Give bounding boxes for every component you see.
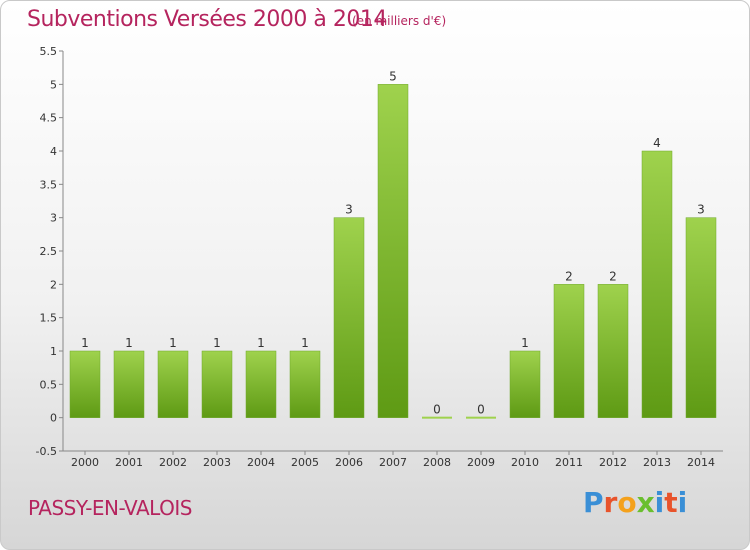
logo-letter: i <box>677 486 688 519</box>
x-tick-label: 2004 <box>247 456 275 469</box>
data-label: 2 <box>565 269 573 283</box>
y-tick-label: 5.5 <box>40 45 58 58</box>
place-name: PASSY-EN-VALOIS <box>28 496 192 520</box>
logo-letter: t <box>664 486 678 519</box>
bar <box>685 217 717 418</box>
y-tick-label: -0.5 <box>36 445 57 458</box>
y-tick-label: 5 <box>50 78 57 91</box>
data-label: 1 <box>169 336 177 350</box>
bar <box>157 350 189 418</box>
y-tick-label: 3.5 <box>40 178 58 191</box>
x-tick-label: 2006 <box>335 456 363 469</box>
y-tick-label: 3 <box>50 212 57 225</box>
x-tick-label: 2003 <box>203 456 231 469</box>
bar <box>245 350 277 418</box>
chart-title: Subventions Versées 2000 à 2014 <box>27 7 387 32</box>
y-tick-label: 4.5 <box>40 112 58 125</box>
bar <box>641 150 673 418</box>
x-tick-label: 2001 <box>115 456 143 469</box>
x-tick-label: 2013 <box>643 456 671 469</box>
x-tick-label: 2008 <box>423 456 451 469</box>
bar <box>597 284 629 418</box>
logo-letter: i <box>654 486 665 519</box>
logo-letter: o <box>617 486 637 519</box>
data-label: 0 <box>477 403 485 417</box>
x-tick-label: 2011 <box>555 456 583 469</box>
bar <box>553 284 585 418</box>
y-tick-label: 2.5 <box>40 245 58 258</box>
data-label: 1 <box>125 336 133 350</box>
chart-subtitle: (en milliers d'€) <box>352 14 447 28</box>
y-tick-label: 0.5 <box>40 378 58 391</box>
data-label: 5 <box>389 69 397 83</box>
bar <box>113 350 145 418</box>
y-tick-label: 1 <box>50 345 57 358</box>
x-tick-label: 2009 <box>467 456 495 469</box>
logo-letter: r <box>603 486 618 519</box>
data-label: 2 <box>609 269 617 283</box>
x-tick-label: 2014 <box>687 456 715 469</box>
bar <box>509 350 541 418</box>
x-tick-label: 2000 <box>71 456 99 469</box>
y-tick-label: 4 <box>50 145 57 158</box>
x-tick-label: 2007 <box>379 456 407 469</box>
x-tick-label: 2002 <box>159 456 187 469</box>
x-tick-label: 2010 <box>511 456 539 469</box>
bar <box>422 416 452 419</box>
data-label: 3 <box>345 203 353 217</box>
proxiti-logo: Proxiti <box>583 486 687 519</box>
bar <box>69 350 101 418</box>
data-label: 1 <box>301 336 309 350</box>
bar <box>289 350 321 418</box>
data-label: 3 <box>697 203 705 217</box>
x-tick-label: 2012 <box>599 456 627 469</box>
data-label: 1 <box>81 336 89 350</box>
logo-letter: P <box>583 486 604 519</box>
data-label: 0 <box>433 403 441 417</box>
data-label: 1 <box>521 336 529 350</box>
bar <box>333 217 365 418</box>
bar <box>466 416 496 419</box>
data-label: 1 <box>257 336 265 350</box>
logo-letter: x <box>636 486 655 519</box>
bar <box>377 84 409 418</box>
data-label: 4 <box>653 136 661 150</box>
y-tick-label: 0 <box>50 412 57 425</box>
x-tick-label: 2005 <box>291 456 319 469</box>
y-tick-label: 2 <box>50 278 57 291</box>
y-tick-label: 1.5 <box>40 312 58 325</box>
bar <box>201 350 233 418</box>
data-label: 1 <box>213 336 221 350</box>
